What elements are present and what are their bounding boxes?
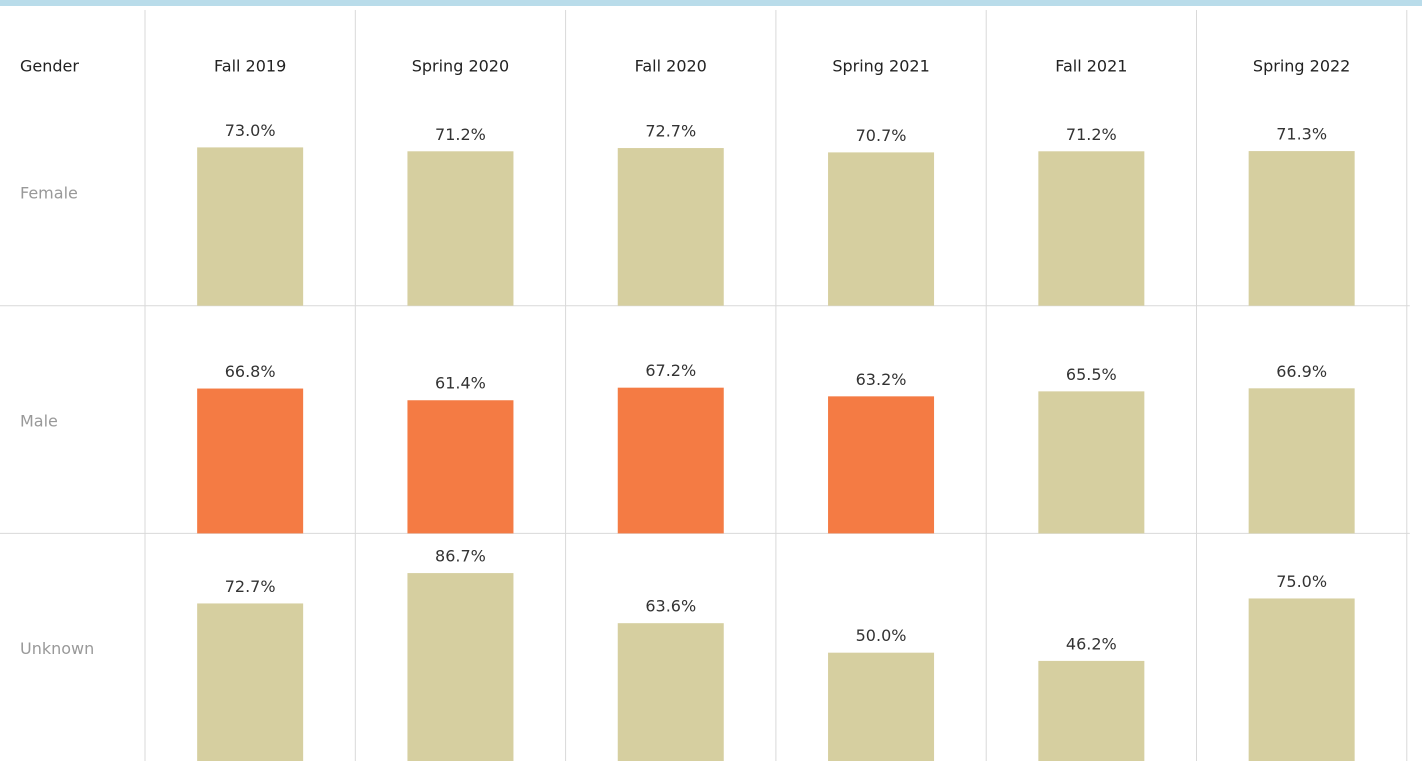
bar (617, 387, 724, 534)
value-label: 63.6% (645, 597, 696, 616)
value-label: 66.8% (225, 362, 276, 381)
value-label: 86.7% (435, 547, 486, 566)
bar (1248, 151, 1355, 306)
column-header: Spring 2021 (832, 57, 929, 76)
bar (617, 148, 724, 306)
bar (407, 573, 514, 761)
bar (617, 623, 724, 761)
value-label: 71.2% (1066, 125, 1117, 144)
column-header: Fall 2020 (635, 57, 707, 76)
bar (407, 400, 514, 534)
bar (828, 396, 935, 534)
bar (407, 151, 514, 306)
value-label: 65.5% (1066, 365, 1117, 384)
column-header: Fall 2021 (1055, 57, 1127, 76)
column-header: Spring 2022 (1253, 57, 1350, 76)
bar (1248, 598, 1355, 761)
value-label: 70.7% (856, 126, 907, 145)
value-label: 73.0% (225, 121, 276, 140)
value-label: 46.2% (1066, 634, 1117, 653)
bar (1248, 388, 1355, 534)
value-label: 66.9% (1276, 362, 1327, 381)
bar (1038, 660, 1145, 761)
top-bar (0, 0, 1422, 6)
row-label: Male (20, 411, 58, 430)
value-label: 72.7% (225, 577, 276, 596)
column-header: Spring 2020 (412, 57, 509, 76)
value-label: 67.2% (645, 361, 696, 380)
value-label: 61.4% (435, 374, 486, 393)
row-label: Female (20, 184, 78, 203)
bar (197, 388, 304, 534)
bar (828, 652, 935, 761)
row-header: Gender (20, 57, 79, 76)
value-label: 75.0% (1276, 572, 1327, 591)
value-label: 71.2% (435, 125, 486, 144)
bar (197, 147, 304, 306)
value-label: 63.2% (856, 370, 907, 389)
bar (1038, 151, 1145, 306)
column-header: Fall 2019 (214, 57, 286, 76)
value-label: 50.0% (856, 626, 907, 645)
bar (1038, 391, 1145, 534)
bar (197, 603, 304, 761)
bar (828, 152, 935, 306)
value-label: 71.3% (1276, 125, 1327, 144)
row-label: Unknown (20, 639, 94, 658)
value-label: 72.7% (645, 122, 696, 141)
